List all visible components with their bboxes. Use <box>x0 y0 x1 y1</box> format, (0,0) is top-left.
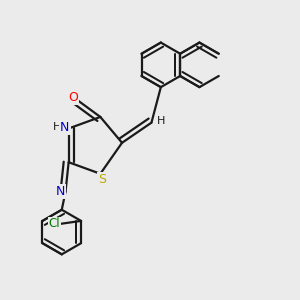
Text: N: N <box>60 121 70 134</box>
Text: N: N <box>55 185 64 198</box>
Text: O: O <box>68 91 78 104</box>
Text: H: H <box>157 116 166 126</box>
Text: H: H <box>53 122 61 132</box>
Text: Cl: Cl <box>49 218 60 230</box>
Text: S: S <box>98 173 106 186</box>
